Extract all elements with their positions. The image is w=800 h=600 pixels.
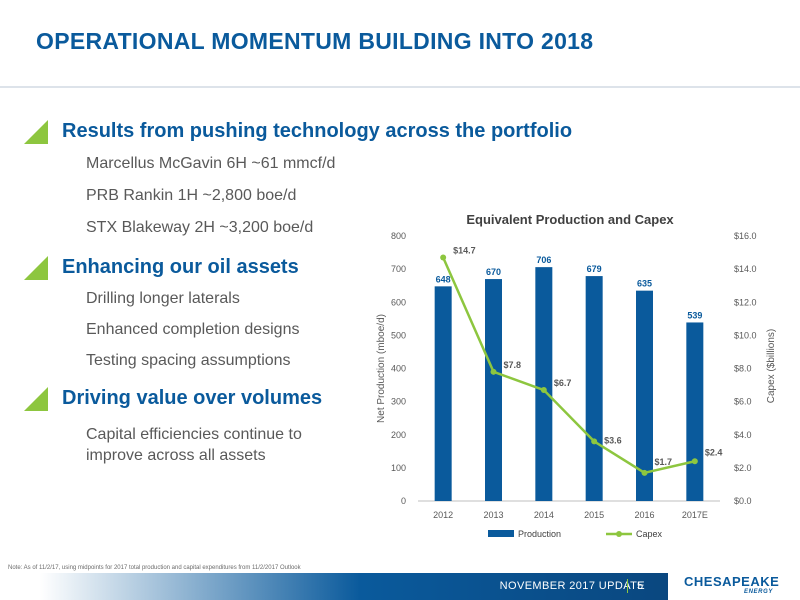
bullet-item: PRB Rankin 1H ~2,800 boe/d [86,187,297,204]
page-number: 5 [637,580,644,592]
x-axis-tick-label: 2017E [682,510,708,520]
capex-data-label: $3.6 [604,435,622,445]
y2-axis-tick-label: $0.0 [734,496,752,506]
x-axis-tick-label: 2013 [483,510,503,520]
logo-background [668,573,800,600]
x-axis-tick-label: 2014 [534,510,554,520]
capex-data-label: $1.7 [655,457,673,467]
y-axis-tick-label: 700 [391,264,406,274]
section-heading-technology: Results from pushing technology across t… [62,120,573,142]
y-axis-tick-label: 200 [391,430,406,440]
green-triangle-icon [24,256,48,280]
x-axis-tick-label: 2016 [634,510,654,520]
y2-axis-tick-label: $12.0 [734,297,757,307]
section-heading-value: Driving value over volumes [62,387,323,409]
capex-point [490,368,497,375]
company-logo: CHESAPEAKE [684,574,780,589]
production-bar [636,290,653,501]
chart-title: Equivalent Production and Capex [466,212,674,227]
green-triangle-icon [24,120,48,144]
legend-production-label: Production [518,529,561,539]
bullet-item: STX Blakeway 2H ~3,200 boe/d [86,219,314,236]
production-bar [585,276,603,501]
y-axis-tick-label: 500 [391,330,406,340]
footer-bar [0,573,800,600]
production-bar [485,279,502,501]
y2-axis-tick-label: $16.0 [734,231,757,241]
bullet-item: Enhanced completion designs [86,321,300,338]
x-axis-tick-label: 2012 [433,510,453,520]
production-bar-label: 635 [637,279,652,289]
y-axis-tick-label: 600 [391,297,406,307]
capex-line [442,257,696,475]
y2-axis-tick-label: $6.0 [734,397,752,407]
footer-label: NOVEMBER 2017 UPDATE [499,580,645,592]
y-axis-tick-label: 400 [391,364,406,374]
y-axis-tick-label: 0 [401,496,406,506]
bullet-item: Marcellus McGavin 6H ~61 mmcf/d [86,155,336,172]
section-heading-oil: Enhancing our oil assets [62,256,299,278]
y2-axis-tick-label: $4.0 [734,430,752,440]
legend-capex-label: Capex [636,529,663,539]
y2-axis-tick-label: $2.0 [734,463,752,473]
y2-axis-label: Capex ($billions) [766,329,777,403]
capex-data-label: $7.8 [504,360,522,370]
capex-data-label: $6.7 [554,378,572,388]
production-bar-label: 539 [687,310,702,320]
y-axis-tick-label: 300 [391,397,406,407]
capex-point [540,387,547,394]
company-logo-subtitle: ENERGY [744,589,773,595]
production-bar-label: 706 [536,255,551,265]
production-bar-label: 679 [587,264,602,274]
capex-point [591,438,598,445]
capex-data-label: $2.4 [705,447,723,457]
page-title: OPERATIONAL MOMENTUM BUILDING INTO 2018 [36,28,594,54]
legend-production-swatch [488,530,514,537]
footer-separator [627,579,628,593]
production-bar-label: 670 [486,267,501,277]
y2-axis-tick-label: $8.0 [734,364,752,374]
capex-data-label: $14.7 [453,246,476,256]
bullet-item: Capital efficiencies continue to improve… [86,426,302,464]
y2-axis-tick-label: $14.0 [734,264,757,274]
legend-capex-marker [616,531,622,537]
production-bar [535,267,553,501]
production-bar [686,322,704,501]
y-axis-tick-label: 800 [391,231,406,241]
green-triangle-icon [24,387,48,411]
title-divider [0,86,800,88]
y-axis-tick-label: 100 [391,463,406,473]
production-bar [434,286,452,501]
y2-axis-tick-label: $10.0 [734,330,757,340]
production-bar-label: 648 [436,274,451,284]
bullet-item: Drilling longer laterals [86,290,240,307]
y-axis-label: Net Production (mboe/d) [376,314,387,423]
capex-point [691,458,698,465]
capex-point [440,254,447,261]
capex-point [641,469,648,476]
bullet-item: Testing spacing assumptions [86,352,291,369]
x-axis-tick-label: 2015 [584,510,604,520]
footnote: Note: As of 11/2/17, using midpoints for… [8,565,301,571]
